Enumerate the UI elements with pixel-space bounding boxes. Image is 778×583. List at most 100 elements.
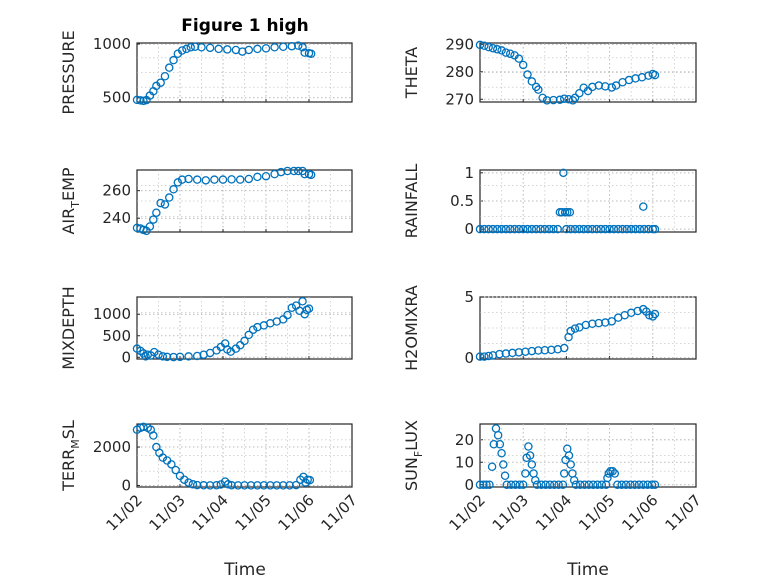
data-point: [167, 460, 176, 469]
data-point: [531, 475, 540, 485]
y-tick-label: 280: [445, 63, 474, 81]
data-point: [173, 178, 183, 187]
data-point: [553, 224, 563, 234]
data-point: [223, 45, 232, 54]
data-point: [160, 200, 170, 209]
data-point: [647, 480, 657, 489]
data-point: [594, 318, 604, 328]
x-tick-label: 11/04: [532, 491, 575, 534]
data-point: [488, 43, 498, 53]
data-point: [253, 44, 262, 54]
data-point: [650, 480, 660, 489]
data-point: [524, 442, 533, 451]
data-point: [510, 224, 519, 234]
data-point: [540, 345, 550, 355]
data-point: [501, 349, 511, 358]
data-point: [588, 319, 597, 328]
data-point: [565, 208, 575, 217]
data-point: [493, 45, 502, 54]
y-axis-label: PRESSURE: [59, 30, 78, 114]
data-point: [559, 343, 569, 353]
data-point: [579, 224, 588, 234]
data-point: [495, 349, 504, 359]
data-point: [160, 72, 170, 81]
data-point: [644, 224, 653, 234]
data-point: [495, 439, 505, 449]
x-tick-label: 11/04: [189, 491, 232, 534]
data-point: [639, 202, 648, 211]
data-point: [570, 324, 580, 333]
y-tick-label: 20: [455, 431, 474, 449]
data-point: [210, 175, 219, 184]
data-point: [613, 224, 623, 234]
data-point: [154, 350, 163, 359]
data-point: [278, 481, 288, 490]
y-axis-label: AIRTEMP: [59, 167, 82, 234]
y-tick-label: 0: [464, 349, 474, 367]
data-point: [158, 352, 168, 361]
data-point: [485, 480, 494, 489]
data-point: [570, 224, 580, 234]
data-point: [626, 224, 636, 234]
data-point: [272, 481, 281, 490]
data-point: [514, 348, 524, 357]
data-point: [631, 224, 640, 234]
x-tick-label: 11/03: [146, 491, 189, 534]
data-point: [566, 460, 575, 469]
data-point: [487, 462, 497, 471]
data-point: [534, 85, 543, 94]
data-point: [149, 215, 158, 224]
x-tick-label: 11/05: [575, 491, 618, 534]
data-point: [575, 88, 584, 98]
data-point: [555, 95, 565, 105]
data-point: [569, 475, 579, 485]
data-point: [607, 317, 617, 326]
data-point: [192, 175, 202, 184]
x-tick-label: 11/02: [103, 491, 146, 534]
data-point: [514, 224, 524, 234]
data-point: [205, 481, 215, 490]
mixdepth-panel: 0 500 1000 MIXDEPTH: [59, 286, 353, 370]
data-point: [540, 224, 550, 234]
data-point: [214, 44, 223, 54]
y-tick-label: 270: [445, 90, 474, 108]
data-point: [289, 166, 299, 176]
data-point: [523, 224, 532, 234]
data-point: [547, 345, 556, 355]
data-point: [497, 448, 506, 458]
data-point: [287, 41, 297, 51]
data-point: [479, 480, 488, 489]
x-axis-label-right: Time: [566, 560, 609, 580]
data-point: [475, 40, 485, 50]
data-point: [633, 306, 642, 316]
data-point: [650, 309, 660, 319]
data-point: [278, 42, 288, 52]
data-point: [299, 472, 308, 482]
data-point: [597, 480, 607, 489]
data-point: [575, 480, 585, 489]
data-point: [501, 224, 511, 234]
data-point: [169, 185, 178, 194]
data-point: [588, 480, 598, 489]
data-point: [542, 96, 552, 105]
data-point: [559, 168, 568, 178]
data-point: [518, 224, 528, 234]
data-point: [287, 303, 297, 313]
y-tick-label: 2000: [93, 438, 131, 456]
data-point: [171, 465, 180, 475]
data-point: [566, 326, 575, 336]
pressure-panel: 500 1000 PRESSURE: [59, 30, 353, 115]
y-axis-label: SUNFLUX: [402, 420, 425, 491]
data-point: [584, 480, 594, 489]
data-point: [180, 475, 189, 484]
data-point: [570, 93, 580, 103]
theta-panel: 270 280 290 THETA: [402, 35, 697, 108]
data-point: [566, 224, 575, 234]
data-point: [475, 480, 485, 489]
data-point: [184, 478, 193, 487]
data-point: [493, 224, 502, 234]
data-point: [139, 422, 148, 432]
data-point: [227, 481, 236, 490]
y-tick-label: 260: [102, 182, 131, 200]
data-point: [488, 224, 498, 234]
